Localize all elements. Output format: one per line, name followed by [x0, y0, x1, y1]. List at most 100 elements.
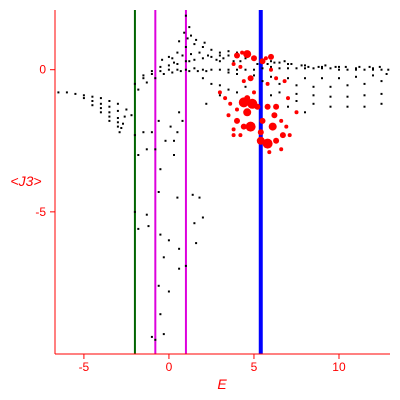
data-point — [287, 77, 289, 80]
data-point — [150, 70, 153, 73]
red-marker — [223, 96, 228, 101]
data-point — [346, 95, 349, 98]
data-point — [65, 91, 68, 94]
data-point — [171, 71, 174, 74]
data-point — [123, 115, 126, 118]
data-point — [195, 38, 198, 41]
data-point — [210, 82, 213, 85]
red-marker — [243, 50, 252, 59]
data-point — [344, 65, 347, 68]
data-point — [324, 64, 327, 67]
axes — [54, 10, 390, 355]
data-point — [321, 65, 323, 68]
red-marker — [268, 53, 274, 60]
data-point — [184, 46, 187, 48]
data-point — [355, 75, 357, 78]
data-point — [304, 67, 306, 70]
data-point — [173, 139, 175, 142]
data-point — [346, 105, 349, 108]
data-point — [270, 60, 272, 63]
red-marker — [268, 122, 277, 131]
data-point — [210, 55, 213, 58]
data-point — [363, 68, 366, 71]
data-point — [203, 41, 206, 44]
red-marker — [241, 79, 246, 84]
red-marker — [234, 117, 240, 124]
data-point — [116, 121, 119, 124]
data-point — [232, 60, 235, 63]
data-point — [178, 111, 181, 114]
data-point — [201, 68, 204, 71]
data-point — [169, 125, 172, 128]
red-marker — [294, 110, 299, 115]
data-point — [283, 60, 286, 63]
data-point — [184, 264, 187, 267]
data-point — [184, 60, 187, 63]
data-point — [312, 94, 315, 97]
red-marker — [247, 75, 254, 82]
data-point — [236, 73, 238, 75]
data-point — [244, 85, 247, 88]
red-marker — [282, 79, 287, 84]
data-point — [378, 65, 381, 68]
data-point — [261, 67, 264, 70]
data-point — [304, 64, 306, 67]
data-point — [363, 105, 366, 108]
data-point — [159, 168, 162, 171]
data-point — [278, 91, 281, 94]
data-point — [150, 131, 153, 134]
data-point — [346, 68, 349, 71]
red-marker — [279, 132, 286, 139]
y-axis-label: <J3> — [10, 173, 41, 189]
data-point — [227, 50, 230, 53]
red-marker — [238, 64, 243, 69]
data-point — [154, 77, 157, 80]
data-point — [312, 102, 315, 105]
data-point — [256, 63, 259, 65]
data-point — [218, 54, 221, 57]
black-point-series — [57, 14, 390, 341]
data-point — [215, 58, 218, 61]
data-point — [179, 70, 182, 73]
data-point — [236, 68, 238, 71]
red-marker — [245, 121, 256, 132]
data-point — [150, 335, 153, 338]
data-point — [346, 84, 349, 87]
data-point — [193, 43, 196, 46]
data-point — [108, 100, 111, 102]
data-point — [198, 51, 201, 54]
data-point — [142, 74, 145, 77]
data-point — [176, 51, 179, 54]
data-point — [184, 68, 187, 71]
data-point — [164, 139, 167, 142]
y-tick-label: -5 — [35, 205, 46, 219]
data-point — [295, 67, 298, 70]
data-point — [287, 105, 289, 108]
data-point — [178, 267, 181, 270]
data-point — [125, 108, 128, 111]
data-point — [227, 88, 230, 91]
x-tick-label: 5 — [251, 360, 258, 374]
data-point — [193, 58, 196, 61]
data-point — [82, 94, 85, 97]
red-marker — [231, 62, 236, 66]
red-marker — [265, 81, 270, 86]
data-point — [295, 100, 298, 102]
red-marker — [287, 133, 292, 138]
data-point — [317, 65, 320, 68]
data-point — [157, 191, 160, 193]
data-point — [287, 67, 289, 70]
data-point — [157, 119, 160, 122]
data-point — [196, 70, 199, 73]
red-marker — [259, 117, 266, 124]
data-point — [91, 104, 94, 107]
data-point — [207, 54, 209, 57]
data-point — [159, 65, 162, 68]
data-point — [190, 53, 192, 56]
data-point — [108, 105, 111, 108]
data-point — [116, 109, 119, 112]
data-point — [137, 154, 140, 156]
data-point — [380, 80, 383, 83]
data-point — [363, 94, 366, 97]
